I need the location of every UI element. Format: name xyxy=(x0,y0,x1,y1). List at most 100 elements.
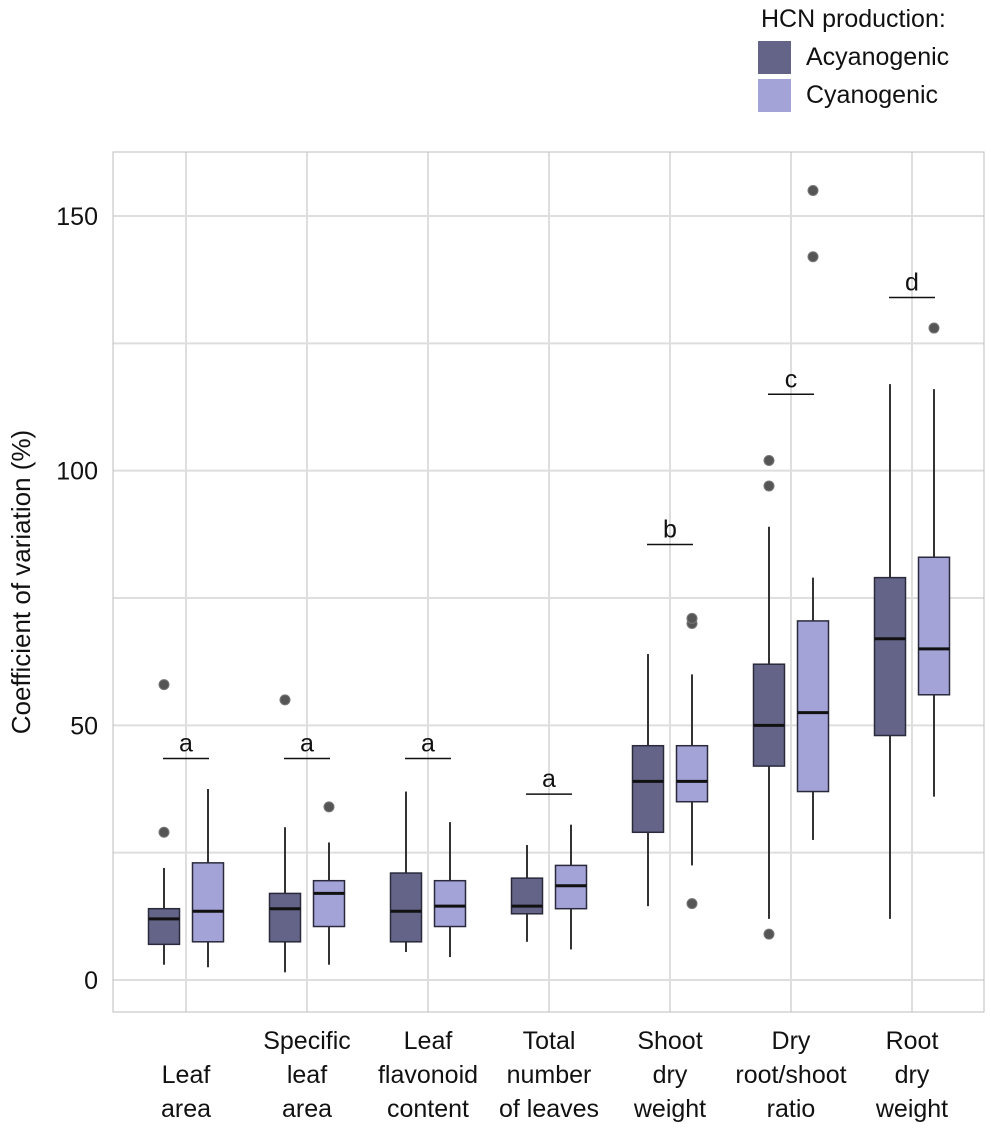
legend-item-acyanogenic: Acyanogenic xyxy=(757,38,989,76)
outlier-point xyxy=(807,185,819,197)
outlier-point xyxy=(763,454,775,466)
x-category-label-line: Leaf xyxy=(162,1061,211,1089)
significance-annotations: a a a a b c d xyxy=(163,268,935,795)
x-category-label: Root dry weight xyxy=(875,1027,948,1123)
interquartile-box xyxy=(191,862,225,943)
outlier-point xyxy=(158,679,170,691)
interquartile-box xyxy=(631,744,665,834)
legend-label-acyanogenic: Acyanogenic xyxy=(806,42,950,71)
outlier-point xyxy=(686,612,698,624)
legend-swatch-cyanogenic xyxy=(757,77,792,113)
interquartile-box xyxy=(675,744,709,803)
box-acyanogenic xyxy=(752,454,786,940)
box-cyanogenic xyxy=(433,822,467,958)
series-acyanogenic xyxy=(147,384,907,973)
interquartile-box xyxy=(873,576,907,737)
y-axis-ticks: 0 50 100 150 xyxy=(56,203,98,995)
outlier-point xyxy=(323,801,335,813)
legend-item-cyanogenic: Cyanogenic xyxy=(757,76,989,114)
x-category-label-line: number xyxy=(507,1061,592,1089)
x-category-label: Leaf area xyxy=(161,1061,211,1123)
annotation-letter: a xyxy=(421,729,435,757)
y-tick-label: 100 xyxy=(56,458,98,486)
interquartile-box xyxy=(312,879,346,928)
legend-title: HCN production: xyxy=(761,5,946,33)
outlier-point xyxy=(158,826,170,838)
box-acyanogenic xyxy=(510,845,544,942)
box-cyanogenic xyxy=(917,322,951,797)
x-category-label-line: leaf xyxy=(287,1061,327,1089)
x-category-label-line: root/shoot xyxy=(735,1061,846,1089)
box-series xyxy=(147,185,951,973)
annotation-letter: c xyxy=(785,365,798,393)
outlier-point xyxy=(928,322,940,334)
x-category-label: Dry root/shoot ratio xyxy=(735,1027,846,1123)
interquartile-box xyxy=(268,892,302,943)
annotation-letter: a xyxy=(300,729,314,757)
x-category-label: Shoot dry weight xyxy=(633,1027,706,1123)
interquartile-box xyxy=(389,872,423,943)
box-cyanogenic xyxy=(675,612,709,910)
interquartile-box xyxy=(796,620,830,793)
box-acyanogenic xyxy=(147,679,181,965)
y-tick-label: 150 xyxy=(56,203,98,231)
legend-swatch-acyanogenic xyxy=(757,39,792,75)
legend: HCN production: Acyanogenic Cyanogenic xyxy=(757,4,989,114)
x-category-label-line: content xyxy=(387,1095,469,1123)
box-acyanogenic xyxy=(389,791,423,952)
x-category-label-line: Dry xyxy=(772,1027,811,1055)
box-cyanogenic xyxy=(554,824,588,950)
annotation-a: a xyxy=(405,729,451,760)
y-tick-label: 50 xyxy=(70,712,98,740)
y-axis-label: Coefficient of variation (%) xyxy=(6,430,36,734)
x-category-label-line: of leaves xyxy=(499,1095,599,1123)
x-category-label-line: area xyxy=(161,1095,211,1123)
box-cyanogenic xyxy=(312,801,346,965)
box-cyanogenic xyxy=(796,185,830,840)
outlier-point xyxy=(763,480,775,492)
x-category-label-line: ratio xyxy=(767,1095,816,1123)
x-axis-category-labels: Leaf area Specific leaf area Leaf flavonoid con… xyxy=(161,1027,948,1123)
box-acyanogenic xyxy=(873,384,907,919)
x-category-label-line: Shoot xyxy=(637,1027,702,1055)
box-acyanogenic xyxy=(268,694,302,973)
annotation-a: a xyxy=(526,765,572,795)
x-category-label-line: weight xyxy=(633,1095,706,1123)
plot-panel-border xyxy=(112,151,985,1013)
box-acyanogenic xyxy=(631,654,665,907)
x-category-label-line: Total xyxy=(523,1027,576,1055)
annotation-a: a xyxy=(163,729,209,760)
outlier-point xyxy=(686,898,698,910)
annotation-letter: a xyxy=(179,729,193,757)
x-category-label-line: weight xyxy=(875,1095,948,1123)
annotation-letter: a xyxy=(542,765,556,793)
x-category-label-line: area xyxy=(282,1095,332,1123)
x-category-label: Total number of leaves xyxy=(499,1027,599,1123)
x-category-label-line: Root xyxy=(886,1027,939,1055)
gridlines xyxy=(113,152,984,1012)
interquartile-box xyxy=(147,907,181,946)
outlier-point xyxy=(763,928,775,940)
interquartile-box xyxy=(510,877,544,915)
annotation-c: c xyxy=(768,365,814,396)
interquartile-box xyxy=(433,879,467,928)
annotation-d: d xyxy=(889,268,935,299)
x-category-label-line: Leaf xyxy=(404,1027,453,1055)
annotation-b: b xyxy=(647,516,693,546)
interquartile-box xyxy=(752,663,786,767)
x-category-label: Specific leaf area xyxy=(263,1027,351,1123)
x-category-label-line: flavonoid xyxy=(378,1061,478,1089)
x-category-label: Leaf flavonoid content xyxy=(378,1027,478,1123)
series-cyanogenic xyxy=(191,185,951,968)
annotation-letter: b xyxy=(663,516,677,544)
outlier-point xyxy=(807,251,819,263)
annotation-a: a xyxy=(284,729,330,760)
x-category-label-line: dry xyxy=(653,1061,688,1089)
annotation-letter: d xyxy=(905,268,919,296)
box-cyanogenic xyxy=(191,789,225,968)
legend-label-cyanogenic: Cyanogenic xyxy=(806,80,939,109)
x-category-label-line: Specific xyxy=(263,1027,351,1055)
interquartile-box xyxy=(917,556,951,696)
x-category-label-line: dry xyxy=(895,1061,930,1089)
